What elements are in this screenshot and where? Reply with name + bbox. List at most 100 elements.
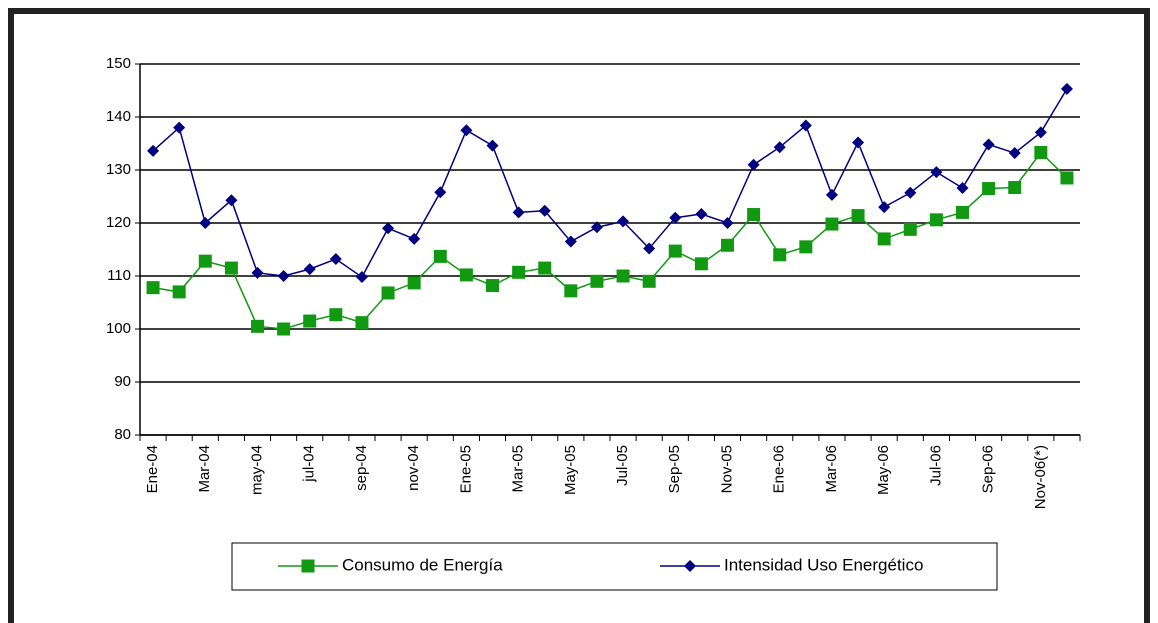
x-tick-label: sep-04	[353, 445, 370, 491]
x-tick-label: nov-04	[405, 445, 422, 491]
marker	[434, 186, 447, 199]
marker	[251, 319, 264, 333]
marker	[773, 248, 787, 262]
y-tick-label: 90	[114, 373, 131, 390]
x-tick-label: Sep-05	[666, 445, 683, 493]
marker	[694, 257, 708, 271]
marker	[460, 124, 473, 137]
marker	[564, 235, 577, 248]
marker	[982, 182, 996, 196]
x-tick-label: May-05	[562, 445, 579, 495]
marker	[1060, 171, 1074, 185]
y-tick-label: 150	[106, 55, 131, 72]
marker	[486, 279, 499, 293]
marker	[956, 182, 969, 195]
marker	[773, 141, 786, 154]
x-tick-label: Ene-04	[144, 445, 161, 493]
marker	[904, 186, 917, 199]
x-tick-label: Ene-05	[457, 445, 474, 493]
marker	[277, 270, 290, 282]
marker	[538, 204, 551, 217]
marker	[301, 559, 315, 573]
legend-label: Consumo de Energía	[342, 555, 503, 574]
marker	[616, 269, 630, 283]
y-tick-label: 100	[106, 320, 131, 337]
marker	[1008, 147, 1021, 160]
marker	[903, 222, 917, 236]
marker	[198, 254, 212, 268]
marker	[1034, 126, 1047, 139]
marker	[930, 166, 943, 179]
marker	[1060, 82, 1073, 95]
marker	[982, 138, 995, 151]
marker	[225, 194, 238, 207]
x-tick-label: may-04	[248, 445, 265, 495]
marker	[146, 281, 160, 295]
marker	[277, 322, 291, 336]
marker	[381, 286, 395, 300]
x-tick-label: Jul-06	[927, 445, 944, 486]
marker	[799, 119, 812, 132]
marker	[852, 136, 865, 149]
marker	[303, 314, 317, 328]
x-tick-label: jul-04	[301, 445, 318, 483]
x-tick-label: Mar-05	[510, 445, 527, 493]
marker	[825, 217, 839, 231]
marker	[590, 274, 604, 288]
marker	[668, 244, 682, 258]
marker	[747, 208, 761, 222]
frame	[8, 8, 1150, 623]
marker	[355, 271, 368, 284]
marker	[433, 249, 447, 263]
marker	[695, 207, 708, 220]
marker	[564, 284, 578, 298]
x-tick-label: Nov-05	[718, 445, 735, 493]
marker	[590, 221, 603, 234]
marker	[303, 263, 316, 276]
y-tick-label: 120	[106, 214, 131, 231]
marker	[173, 121, 186, 134]
legend-box	[231, 542, 998, 591]
x-tick-label: Mar-06	[823, 445, 840, 493]
marker	[329, 308, 343, 322]
x-tick-label: May-06	[875, 445, 892, 495]
x-tick-label: Ene-06	[771, 445, 788, 493]
marker	[956, 205, 969, 219]
marker	[825, 188, 838, 201]
marker	[329, 253, 342, 266]
marker	[643, 242, 656, 255]
marker	[355, 316, 369, 330]
y-tick-label: 80	[114, 426, 131, 443]
marker	[799, 240, 813, 254]
x-tick-label: Sep-06	[980, 445, 997, 493]
marker	[642, 274, 656, 288]
marker	[199, 217, 212, 229]
x-tick-label: Jul-05	[614, 445, 631, 486]
marker	[459, 268, 473, 282]
marker	[929, 213, 943, 227]
marker	[851, 209, 865, 223]
marker	[538, 261, 552, 275]
series-line	[152, 151, 1068, 330]
marker	[512, 265, 526, 279]
marker	[147, 144, 160, 157]
marker	[486, 139, 499, 152]
marker	[877, 232, 891, 246]
marker	[1008, 180, 1022, 194]
legend-label: Intensidad Uso Energético	[724, 555, 923, 574]
marker	[382, 222, 395, 235]
marker	[172, 285, 186, 299]
marker	[747, 158, 760, 171]
marker	[617, 215, 630, 228]
marker	[721, 238, 734, 252]
marker	[721, 217, 734, 229]
marker	[407, 276, 421, 290]
marker	[1034, 146, 1048, 160]
y-tick-label: 140	[106, 108, 131, 125]
marker	[669, 211, 682, 224]
marker	[512, 206, 525, 219]
y-tick-label: 130	[106, 161, 131, 178]
x-tick-label: Mar-04	[196, 445, 213, 493]
y-tick-label: 110	[107, 267, 131, 284]
